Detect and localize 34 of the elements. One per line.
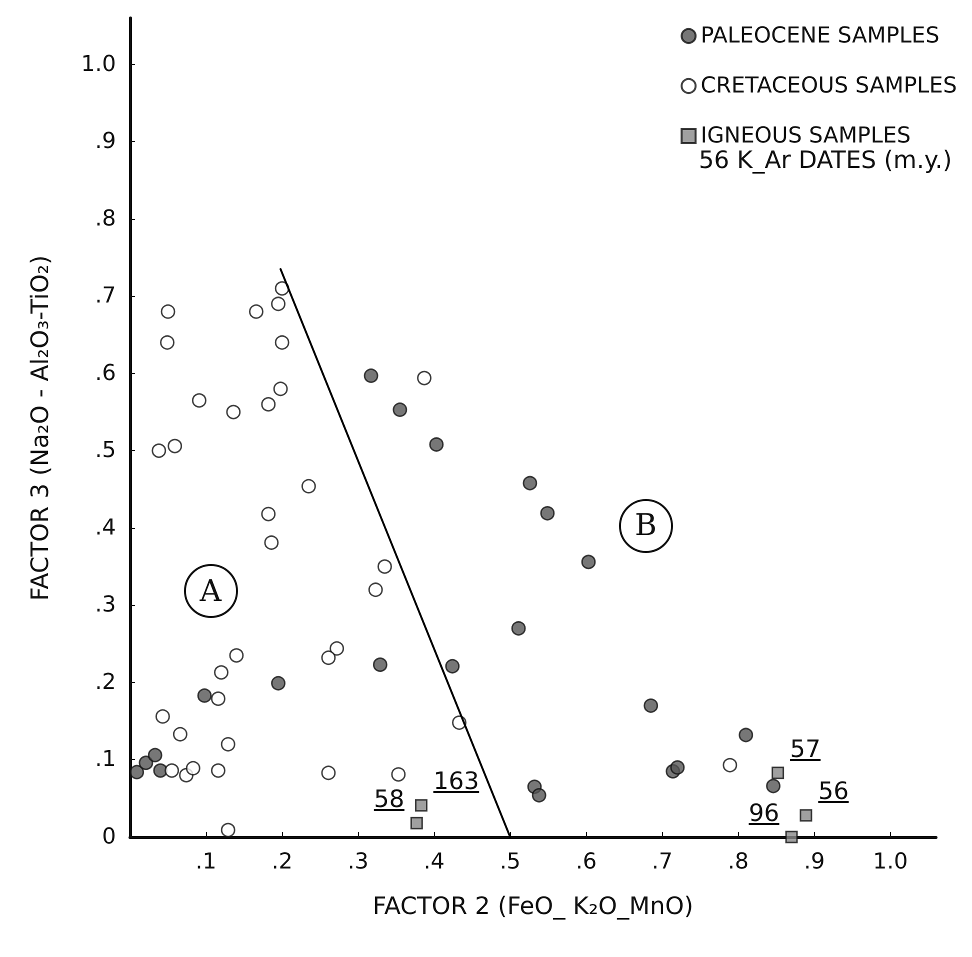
x-tick-label: .1 [196,850,217,874]
legend-label: IGNEOUS SAMPLES [700,124,911,148]
y-tick-label: .1 [95,747,116,772]
annotation: 57 [790,734,821,763]
x-tick-label: .4 [424,850,445,874]
x-tick-label: 1.0 [872,850,908,874]
y-tick-label: 1.0 [81,52,116,77]
annotation: 96 [748,799,780,827]
x-tick-label: .8 [728,850,749,874]
y-axis-title: FACTOR 3 (Na₂O - Al₂O₃-TiO₂) [26,254,54,600]
annotation: 163 [433,767,480,796]
x-tick-label: .7 [652,850,673,874]
y-tick-label: .3 [95,592,116,618]
annotation: 58 [374,785,404,814]
y-tick-label: .8 [95,206,116,232]
y-tick-label: 0 [102,824,116,850]
x-tick-label: .9 [804,850,825,874]
y-tick-label: .2 [95,670,116,695]
annotation: 56 [818,777,849,806]
y-tick-label: .7 [95,284,116,309]
y-tick-label: .5 [95,438,116,464]
x-tick-label: .3 [348,850,369,874]
annotation: 56 K_Ar DATES (m.y.) [698,146,952,174]
y-tick-label: .4 [95,515,116,540]
x-axis-title: FACTOR 2 (FeO_ K₂O_MnO) [372,892,694,920]
x-tick-label: .6 [576,850,597,874]
y-tick-label: .6 [95,360,116,386]
circle-outline: A [184,564,238,618]
legend-label: PALEOCENE SAMPLES [700,24,940,48]
legend-label: CRETACEOUS SAMPLES [700,74,957,98]
y-tick-label: .9 [95,129,116,154]
x-tick-label: .2 [272,850,293,874]
x-tick-label: .5 [500,850,521,874]
circle-outline: B [618,498,673,553]
